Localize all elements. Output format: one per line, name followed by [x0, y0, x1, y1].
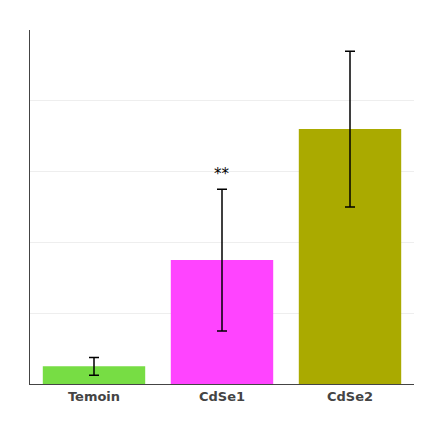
svg-text:CdSe2: CdSe2 [327, 389, 373, 404]
svg-text:**: ** [214, 165, 230, 183]
svg-text:Temoin: Temoin [68, 389, 120, 404]
svg-text:CdSe1: CdSe1 [199, 389, 245, 404]
